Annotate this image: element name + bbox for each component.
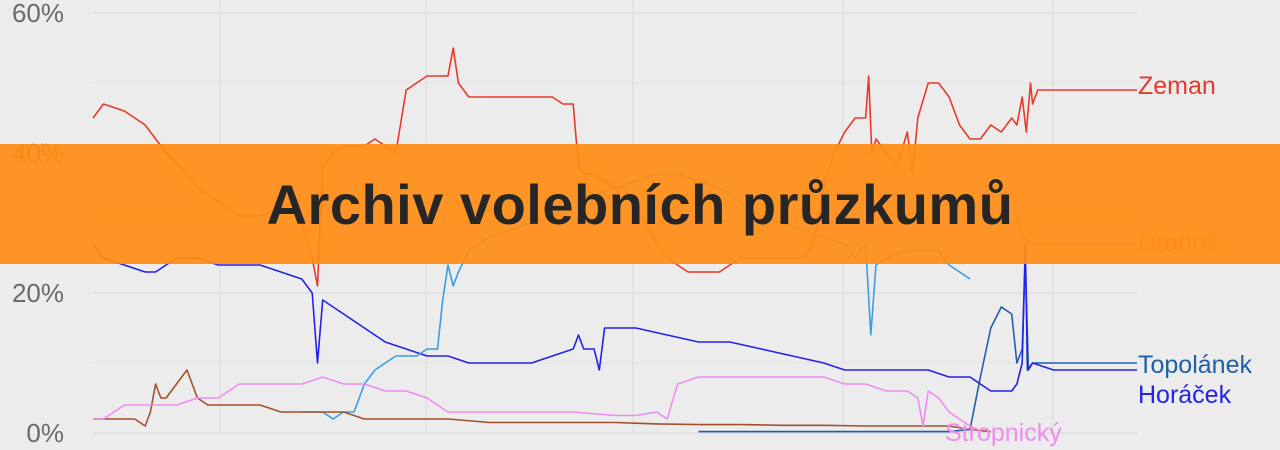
series-label: Horáček (1138, 381, 1232, 409)
y-tick-label: 20% (12, 278, 64, 308)
y-tick-label: 0% (26, 418, 64, 448)
series-line (92, 243, 1137, 392)
banner-title: Archiv volebních průzkumů (266, 172, 1014, 236)
title-banner: Archiv volebních průzkumů (0, 144, 1280, 264)
y-tick-label: 60% (12, 0, 64, 28)
series-labels: ZemanDrahošTopolánekHoráčekStropnický (945, 72, 1252, 447)
series-line (698, 257, 1137, 433)
series-label: Stropnický (945, 419, 1062, 447)
series-line (93, 369, 991, 433)
series-line (93, 376, 981, 432)
series-label: Zeman (1138, 72, 1216, 100)
series-label: Topolánek (1138, 351, 1252, 379)
